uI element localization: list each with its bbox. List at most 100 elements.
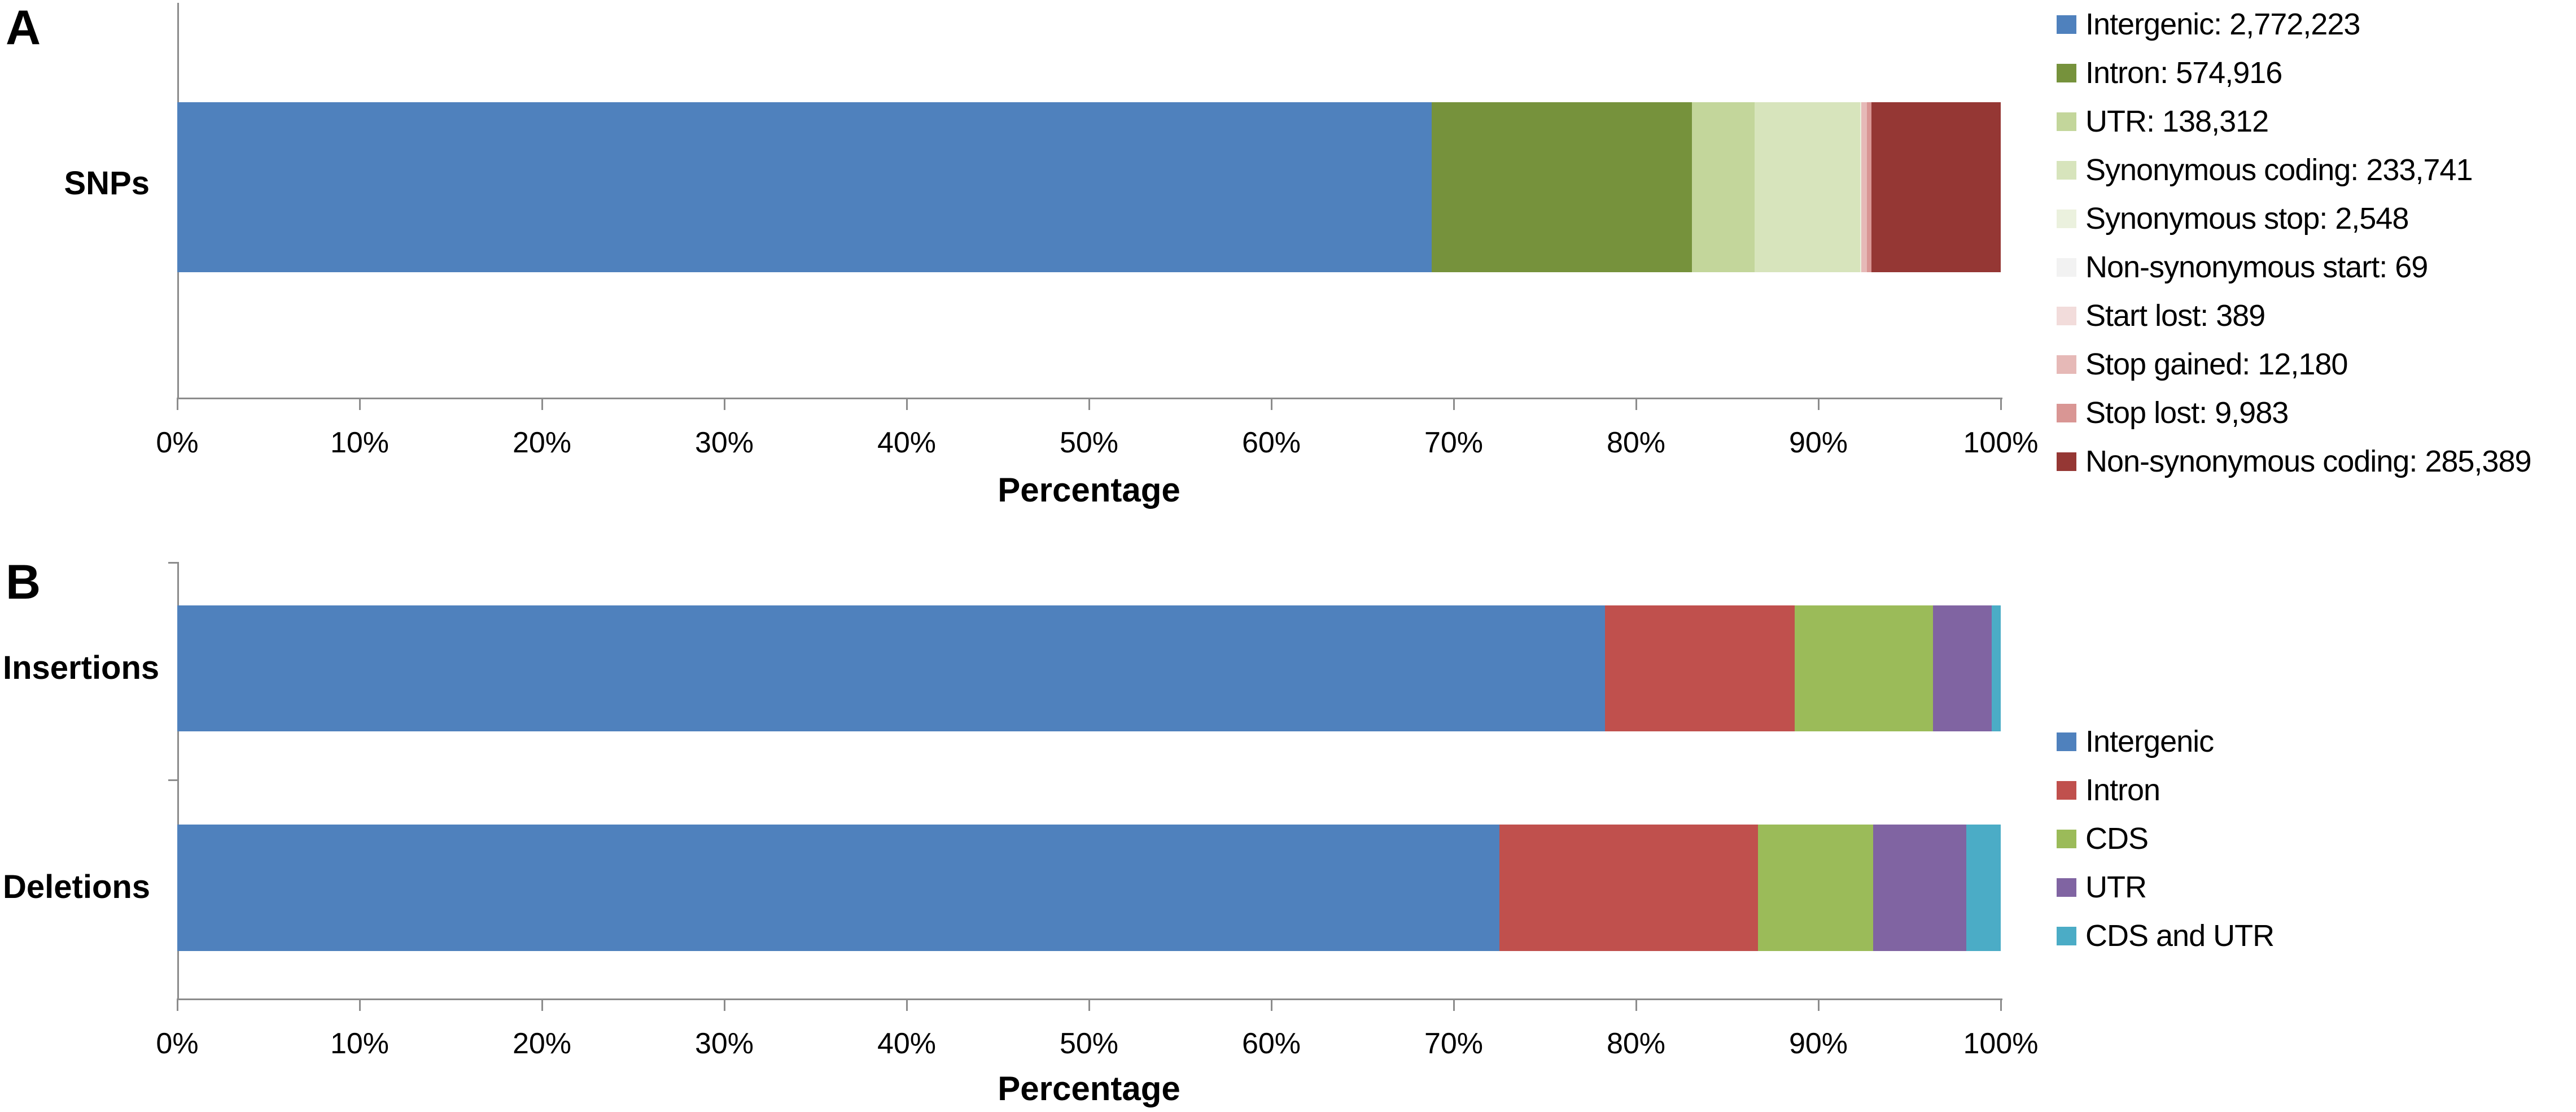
panel-b-category-boundary-tick-middle: [168, 779, 178, 781]
bar-segment-non-synonymous-coding: [1871, 102, 2001, 272]
panel-b-xaxis-title: Percentage: [998, 1070, 1180, 1107]
legend-swatch: [2057, 355, 2076, 374]
x-tick-label: 50%: [1059, 1027, 1119, 1060]
x-tick-label: 30%: [694, 1027, 754, 1060]
bar-segment-utr: [1691, 102, 1755, 272]
panel-b-row-label-insertions: Insertions: [3, 649, 160, 686]
x-tick-mark: [1635, 398, 1637, 410]
legend-label: CDS: [2085, 822, 2149, 856]
x-tick-label: 40%: [877, 426, 937, 459]
legend-row: CDS: [2057, 814, 2274, 863]
x-tick-label: 10%: [330, 426, 390, 459]
x-tick-label: 90%: [1788, 426, 1848, 459]
legend-row: Non-synonymous start: 69: [2057, 243, 2531, 291]
panel-b-row-label-deletions: Deletions: [3, 869, 151, 905]
x-tick-mark: [177, 398, 178, 410]
legend-label: Non-synonymous start: 69: [2085, 250, 2428, 284]
bar-segment-intron: [1605, 605, 1795, 731]
bar-segment-cds-and-utr: [1966, 825, 2001, 951]
legend-swatch: [2057, 160, 2076, 180]
legend-row: Intergenic: 2,772,223: [2057, 0, 2531, 49]
x-tick-label: 90%: [1788, 1027, 1848, 1060]
legend-swatch: [2057, 403, 2076, 422]
legend-row: CDS and UTR: [2057, 912, 2275, 960]
x-tick-mark: [541, 998, 543, 1011]
bar-segment-cds-and-utr: [1991, 605, 2001, 731]
legend-swatch: [2057, 926, 2076, 945]
legend-swatch: [2057, 878, 2076, 897]
legend-swatch: [2057, 829, 2076, 848]
legend-label: Non-synonymous coding: 285,389: [2085, 444, 2532, 478]
x-tick-mark: [906, 998, 908, 1011]
panel-a-tick-marks: [177, 398, 2002, 410]
x-tick-label: 70%: [1424, 426, 1484, 459]
x-tick-label: 20%: [512, 426, 572, 459]
panel-a-xaxis-title: Percentage: [998, 471, 1180, 509]
x-tick-label: 80%: [1606, 1027, 1666, 1060]
x-tick-label: 10%: [330, 1027, 390, 1060]
legend-row: Stop gained: 12,180: [2057, 340, 2531, 389]
legend-swatch: [2057, 732, 2076, 751]
bar-segment-intron: [1499, 825, 1759, 951]
x-tick-mark: [1635, 998, 1637, 1011]
x-tick-mark: [1088, 998, 1090, 1011]
bar-segment-synonymous-coding: [1754, 102, 1860, 272]
x-tick-mark: [1818, 398, 1820, 410]
x-tick-label: 30%: [694, 426, 754, 459]
x-tick-mark: [1271, 998, 1272, 1011]
legend-row: UTR: 138,312: [2057, 97, 2531, 146]
legend-row: Synonymous stop: 2,548: [2057, 194, 2531, 243]
legend-swatch: [2057, 63, 2076, 82]
x-tick-label: 0%: [156, 426, 199, 459]
x-tick-mark: [2000, 398, 2002, 410]
legend-row: UTR: [2057, 863, 2274, 912]
legend-label: UTR: 138,312: [2085, 104, 2269, 138]
x-tick-label: 20%: [512, 1027, 572, 1060]
panel-a-tick-labels: 0% 10% 20% 30% 40% 50% 60% 70% 80% 90% 100%: [156, 426, 2038, 462]
bar-segment-stop-gained: [1861, 102, 1868, 272]
x-tick-label: 40%: [877, 1027, 937, 1060]
panel-b-value-axis-line: [177, 562, 179, 1000]
x-tick-label: 60%: [1241, 426, 1301, 459]
panel-b-tick-labels: 0% 10% 20% 30% 40% 50% 60% 70% 80% 90% 100%: [156, 1027, 2038, 1063]
x-tick-label: 100%: [1963, 1027, 2039, 1060]
x-tick-mark: [1818, 998, 1820, 1011]
legend-swatch: [2057, 258, 2076, 277]
legend-label: Intergenic: [2085, 725, 2214, 758]
x-tick-mark: [2000, 998, 2002, 1011]
bar-segment-stop-lost: [1867, 102, 1872, 272]
x-tick-mark: [177, 998, 178, 1011]
x-tick-label: 50%: [1059, 426, 1119, 459]
legend-row: Intron: 574,916: [2057, 49, 2531, 97]
bar-segment-utr: [1873, 825, 1966, 951]
x-tick-mark: [541, 398, 543, 410]
legend-label: Start lost: 389: [2085, 299, 2266, 333]
x-tick-mark: [724, 398, 725, 410]
bar-segment-cds: [1794, 605, 1934, 731]
legend-row: Start lost: 389: [2057, 291, 2531, 340]
bar-segment-intergenic: [177, 102, 1432, 272]
bar-segment-intergenic: [177, 825, 1499, 951]
legend-swatch: [2057, 209, 2076, 228]
x-tick-label: 70%: [1424, 1027, 1484, 1060]
panel-b-category-boundary-tick-top: [168, 562, 178, 564]
legend-swatch: [2057, 15, 2076, 34]
legend-swatch: [2057, 452, 2076, 471]
bar-segment-cds: [1758, 825, 1873, 951]
x-tick-mark: [359, 398, 361, 410]
legend-swatch: [2057, 112, 2076, 131]
bar-segment-intergenic: [177, 605, 1606, 731]
panel-b-tick-marks: [177, 998, 2002, 1011]
x-tick-label: 60%: [1241, 1027, 1301, 1060]
bar-segment-intron: [1431, 102, 1692, 272]
legend-label: UTR: [2085, 870, 2147, 904]
panel-b-legend: Intergenic Intron CDS UTR CDS and UTR: [2057, 717, 2275, 960]
x-tick-mark: [1453, 398, 1455, 410]
legend-label: Intron: 574,916: [2085, 56, 2282, 90]
x-tick-label: 100%: [1963, 426, 2039, 459]
legend-label: Stop lost: 9,983: [2085, 396, 2289, 430]
x-tick-label: 0%: [156, 1027, 199, 1060]
legend-label: Synonymous stop: 2,548: [2085, 202, 2409, 236]
x-tick-label: 80%: [1606, 426, 1666, 459]
